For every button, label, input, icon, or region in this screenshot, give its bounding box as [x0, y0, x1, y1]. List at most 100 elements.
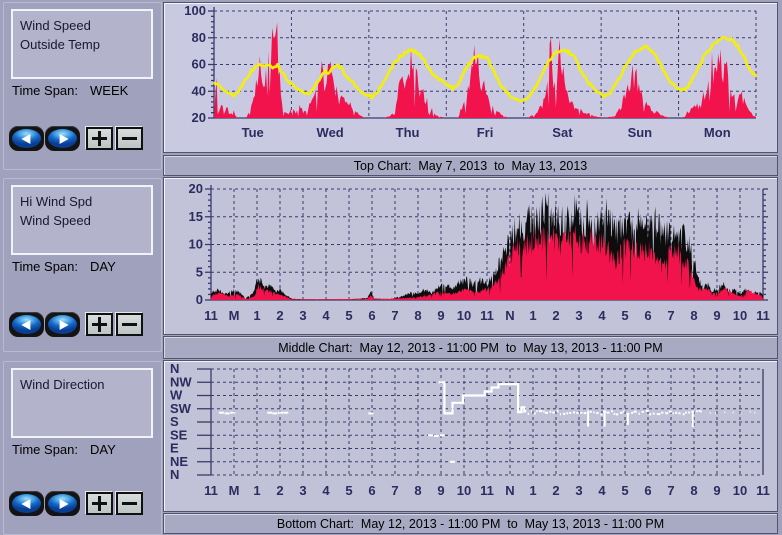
zoom-out-button[interactable] — [116, 492, 143, 515]
scroll-right-button[interactable] — [45, 312, 80, 337]
time-span-label: Time Span: — [12, 259, 78, 274]
middle-chart-controls: Hi Wind Spd Wind Speed Time Span: DAY — [3, 178, 162, 352]
svg-text:W: W — [170, 388, 183, 403]
svg-text:1: 1 — [529, 483, 536, 498]
left-arrow-icon — [12, 494, 41, 513]
scroll-right-button[interactable] — [45, 126, 80, 151]
minus-icon — [122, 323, 137, 326]
svg-text:N: N — [505, 483, 514, 498]
left-arrow-icon — [12, 129, 41, 148]
time-span-value: WEEK — [90, 83, 129, 98]
svg-text:8: 8 — [690, 483, 697, 498]
svg-text:10: 10 — [457, 483, 471, 498]
svg-text:NW: NW — [170, 374, 192, 389]
zoom-in-button[interactable] — [86, 492, 113, 515]
scroll-left-button[interactable] — [9, 312, 44, 337]
svg-text:Mon: Mon — [704, 125, 731, 140]
svg-text:3: 3 — [299, 483, 306, 498]
bottom-series-list[interactable]: Wind Direction — [11, 368, 153, 438]
svg-text:M: M — [229, 308, 240, 323]
svg-text:15: 15 — [189, 209, 203, 224]
series-label: Wind Speed — [20, 213, 91, 228]
time-span-label: Time Span: — [12, 442, 78, 457]
top-series-list[interactable]: Wind Speed Outside Temp — [11, 9, 153, 79]
series-label: Hi Wind Spd — [20, 194, 93, 209]
svg-text:Sun: Sun — [628, 125, 653, 140]
scroll-left-button[interactable] — [9, 126, 44, 151]
svg-text:4: 4 — [322, 483, 330, 498]
zoom-out-button[interactable] — [116, 313, 143, 336]
middle-series-list[interactable]: Hi Wind Spd Wind Speed — [11, 185, 153, 255]
zoom-in-button[interactable] — [86, 313, 113, 336]
svg-text:0: 0 — [196, 292, 203, 307]
middle-chart-caption: Middle Chart: May 12, 2013 - 11:00 PM to… — [163, 336, 778, 359]
svg-text:6: 6 — [368, 483, 375, 498]
svg-text:N: N — [170, 361, 179, 376]
scroll-right-button[interactable] — [45, 491, 80, 516]
svg-text:7: 7 — [667, 308, 674, 323]
top-chart[interactable]: 20 40 60 80 100 Tue Wed Thu Fri Sat Sun Mon — [163, 2, 778, 153]
svg-text:60: 60 — [192, 57, 206, 72]
svg-text:Fri: Fri — [477, 125, 494, 140]
caption-text: Middle Chart: May 12, 2013 - 11:00 PM to… — [278, 340, 663, 355]
scroll-left-button[interactable] — [9, 491, 44, 516]
svg-text:S: S — [170, 414, 179, 429]
svg-text:3: 3 — [575, 483, 582, 498]
series-label: Outside Temp — [20, 37, 100, 52]
time-span-value: DAY — [90, 259, 116, 274]
svg-text:Wed: Wed — [317, 125, 344, 140]
svg-text:1: 1 — [253, 483, 260, 498]
right-arrow-icon — [48, 494, 77, 513]
svg-text:6: 6 — [644, 308, 651, 323]
series-label: Wind Direction — [20, 377, 105, 392]
svg-text:9: 9 — [713, 483, 720, 498]
svg-text:4: 4 — [598, 308, 606, 323]
svg-text:20: 20 — [189, 181, 203, 196]
svg-text:2: 2 — [552, 483, 559, 498]
svg-text:11: 11 — [204, 308, 218, 323]
svg-text:2: 2 — [276, 483, 283, 498]
svg-text:N: N — [505, 308, 514, 323]
bottom-chart-controls: Wind Direction Time Span: DAY — [3, 361, 162, 535]
zoom-out-button[interactable] — [116, 127, 143, 150]
svg-text:8: 8 — [414, 483, 421, 498]
svg-text:10: 10 — [733, 483, 747, 498]
svg-text:100: 100 — [184, 3, 206, 18]
svg-text:8: 8 — [690, 308, 697, 323]
caption-text: Top Chart: May 7, 2013 to May 13, 2013 — [353, 158, 588, 173]
svg-text:5: 5 — [196, 264, 203, 279]
svg-text:1: 1 — [253, 308, 260, 323]
middle-chart[interactable]: 0 5 10 15 20 11 M 1 2 3 4 5 6 7 8 9 10 11 N 1 2 3 4 5 6 7 8 9 10 11 — [163, 177, 778, 335]
bottom-chart[interactable]: N NW W SW S SE E NE N 11 M 1 2 3 4 5 6 7 8 9 10 11 N 1 2 3 4 5 6 7 8 9 1… — [163, 360, 778, 512]
svg-text:Sat: Sat — [552, 125, 573, 140]
svg-text:10: 10 — [457, 308, 471, 323]
left-arrow-icon — [12, 315, 41, 334]
svg-text:8: 8 — [414, 308, 421, 323]
svg-text:Thu: Thu — [396, 125, 420, 140]
svg-text:9: 9 — [713, 308, 720, 323]
svg-text:11: 11 — [480, 308, 494, 323]
svg-text:3: 3 — [299, 308, 306, 323]
caption-text: Bottom Chart: May 12, 2013 - 11:00 PM to… — [276, 516, 665, 531]
svg-text:NE: NE — [170, 454, 188, 469]
svg-text:Tue: Tue — [242, 125, 264, 140]
svg-text:7: 7 — [391, 308, 398, 323]
svg-text:SE: SE — [170, 427, 188, 442]
right-arrow-icon — [48, 129, 77, 148]
minus-icon — [122, 502, 137, 505]
svg-text:11: 11 — [204, 483, 218, 498]
svg-text:9: 9 — [437, 308, 444, 323]
zoom-in-button[interactable] — [86, 127, 113, 150]
svg-text:10: 10 — [733, 308, 747, 323]
svg-text:11: 11 — [756, 483, 770, 498]
time-span-label: Time Span: — [12, 83, 78, 98]
svg-text:E: E — [170, 441, 179, 456]
svg-text:4: 4 — [322, 308, 330, 323]
svg-text:3: 3 — [575, 308, 582, 323]
svg-text:7: 7 — [667, 483, 674, 498]
top-chart-caption: Top Chart: May 7, 2013 to May 13, 2013 — [163, 155, 778, 176]
svg-text:6: 6 — [644, 483, 651, 498]
right-arrow-icon — [48, 315, 77, 334]
svg-text:1: 1 — [529, 308, 536, 323]
svg-text:2: 2 — [552, 308, 559, 323]
